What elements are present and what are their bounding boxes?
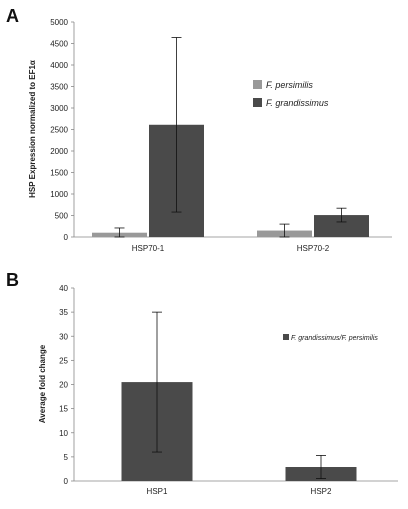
panel-a-legend: F. persimilis F. grandissimus — [253, 80, 329, 108]
y-tick-label: 0 — [64, 233, 69, 242]
panel-a-letter: A — [6, 6, 19, 26]
panel-b-categories: HSP1 HSP2 — [147, 487, 332, 496]
y-tick-label: 2500 — [50, 126, 68, 135]
x-category-label: HSP1 — [147, 487, 168, 496]
legend-label-ratio: F. grandissimus/F. persimilis — [291, 335, 378, 342]
y-tick-label: 20 — [59, 381, 68, 390]
panel-b-letter: B — [6, 270, 19, 290]
panel-b-legend: F. grandissimus/F. persimilis — [283, 334, 378, 342]
y-tick-label: 40 — [59, 284, 68, 293]
y-tick-label: 35 — [59, 308, 68, 317]
y-tick-label: 30 — [59, 332, 68, 341]
legend-label-grandissimus: F. grandissimus — [266, 98, 329, 108]
y-tick-label: 3500 — [50, 83, 68, 92]
bar — [314, 215, 369, 237]
y-tick-label: 10 — [59, 429, 68, 438]
panel-b-bars — [121, 311, 357, 481]
legend-swatch-ratio — [283, 334, 289, 340]
y-tick-label: 4500 — [50, 40, 68, 49]
y-tick-label: 1000 — [50, 190, 68, 199]
y-tick-label: 5 — [64, 453, 69, 462]
y-tick-label: 2000 — [50, 147, 68, 156]
panel-a-y-ticks: 0 500 1000 1500 2000 2500 3000 3500 4000 4500 5000 — [50, 18, 74, 242]
y-tick-label: 1500 — [50, 169, 68, 178]
y-tick-label: 25 — [59, 356, 68, 365]
y-tick-label: 0 — [64, 477, 69, 486]
y-tick-label: 500 — [55, 212, 69, 221]
panel-b-y-ticks: 0 5 10 15 20 25 30 35 40 — [59, 284, 74, 486]
legend-swatch-persimilis — [253, 80, 262, 89]
y-tick-label: 15 — [59, 405, 68, 414]
y-tick-label: 5000 — [50, 18, 68, 27]
panel-a-categories: HSP70-1 HSP70-2 — [132, 244, 330, 253]
x-category-label: HSP70-1 — [132, 244, 165, 253]
legend-label-persimilis: F. persimilis — [266, 80, 313, 90]
x-category-label: HSP2 — [311, 487, 332, 496]
y-tick-label: 4000 — [50, 61, 68, 70]
panel-a-bars — [92, 37, 369, 238]
panel-b-y-axis-title: Average fold change — [38, 344, 47, 423]
y-tick-label: 3000 — [50, 104, 68, 113]
panel-a-y-axis-title: HSP Expression normalized to EF1α — [28, 60, 37, 198]
legend-swatch-grandissimus — [253, 98, 262, 107]
x-category-label: HSP70-2 — [297, 244, 330, 253]
